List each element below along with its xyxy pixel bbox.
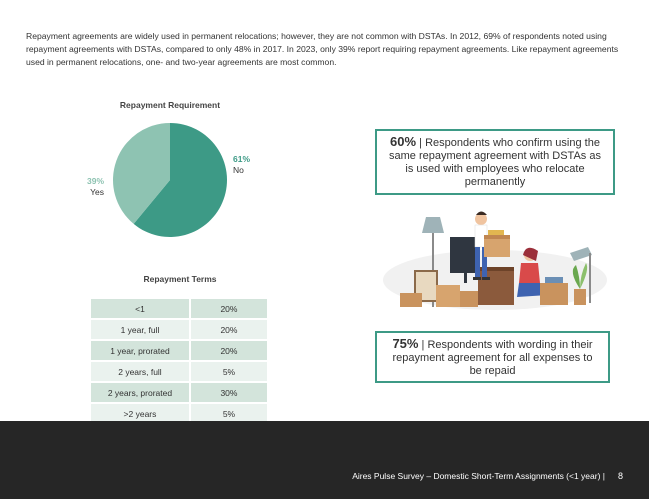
term-cell: 1 year, full: [91, 320, 189, 339]
callout-stat: 60%: [390, 134, 417, 149]
page-number: 8: [617, 471, 623, 481]
intro-paragraph: Repayment agreements are widely used in …: [26, 31, 619, 67]
callout-stat: 75%: [392, 336, 419, 351]
pie-label-no: 61% No: [233, 154, 263, 176]
value-cell: 5%: [190, 362, 267, 381]
table-row: 2 years, full 5%: [91, 362, 267, 381]
term-cell: 1 year, prorated: [91, 341, 189, 360]
term-cell: 2 years, prorated: [91, 383, 189, 402]
callout-text: Respondents who confirm using the same r…: [389, 137, 601, 188]
pie-label-yes: 39% Yes: [80, 176, 104, 198]
callout-separator: |: [421, 339, 425, 351]
value-cell: 30%: [190, 383, 267, 402]
repayment-requirement-pie-chart: [113, 123, 227, 237]
value-cell: 20%: [190, 341, 267, 360]
callout-all-expenses: 75% | Respondents with wording in their …: [375, 331, 610, 383]
pie-slice-no: [133, 123, 227, 237]
footer-bar: Aires Pulse Survey – Domestic Short-Term…: [0, 421, 649, 499]
table-row: <1 20%: [91, 299, 267, 318]
callout-same-agreement: 60% | Respondents who confirm using the …: [375, 129, 615, 195]
pie-label-yes-percent: 39%: [86, 176, 104, 186]
term-cell: >2 years: [91, 404, 189, 423]
pie-label-no-category: No: [233, 165, 244, 175]
pie-chart-title: Repayment Requirement: [119, 100, 221, 110]
pie-label-no-percent: 61%: [233, 154, 251, 164]
repayment-terms-table: <1 20% 1 year, full 20% 1 year, prorated…: [89, 297, 269, 425]
value-cell: 5%: [190, 404, 267, 423]
pie-slice-yes: [113, 123, 170, 224]
footer-title: Aires Pulse Survey – Domestic Short-Term…: [352, 471, 605, 481]
value-cell: 20%: [190, 299, 267, 318]
callout-text: Respondents with wording in their repaym…: [392, 339, 593, 377]
term-cell: <1: [91, 299, 189, 318]
table-row: >2 years 5%: [91, 404, 267, 423]
pie-label-yes-category: Yes: [90, 187, 104, 197]
people-moving-boxes-illustration: [383, 211, 607, 310]
value-cell: 20%: [190, 320, 267, 339]
table-row: 1 year, full 20%: [91, 320, 267, 339]
term-cell: 2 years, full: [91, 362, 189, 381]
callout-separator: |: [419, 137, 422, 149]
table-row: 2 years, prorated 30%: [91, 383, 267, 402]
table-row: 1 year, prorated 20%: [91, 341, 267, 360]
terms-table-title: Repayment Terms: [143, 274, 217, 284]
